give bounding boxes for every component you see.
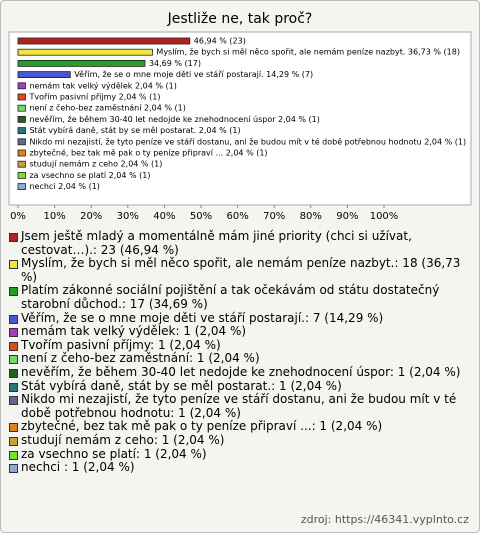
legend-label: Jsem ještě mladý a momentálně mám jiné p…: [21, 229, 412, 257]
x-tick-label: 10%: [43, 211, 65, 222]
legend-label: Nikdo mi nezajistí, že tyto peníze ve st…: [21, 392, 457, 420]
value-label: Nikdo mi nezajistí, že tyto peníze ve st…: [29, 136, 466, 146]
x-tick-label: 40%: [153, 211, 175, 222]
legend-item: Myslím, že bych si měl něco spořit, ale …: [9, 256, 471, 284]
bar: [17, 71, 71, 78]
value-label: Stát vybírá daně, stát by se měl postara…: [29, 126, 240, 135]
legend-swatch: [9, 260, 18, 270]
legend-label: není z čeho-bez zaměstnání: 1 (2,04 %): [21, 351, 260, 366]
legend-label: Věřím, že se o mne moje děti ve stáří po…: [21, 310, 384, 325]
legend-swatch: [9, 450, 18, 460]
legend-label: studují nemám z ceho: 1 (2,04 %): [21, 432, 225, 447]
bar: [17, 104, 26, 112]
bar: [17, 127, 26, 134]
x-tick-label: 80%: [300, 211, 322, 222]
legend-label: Myslím, že bych si měl něco spořit, ale …: [21, 256, 461, 284]
legend-swatch: [9, 436, 18, 446]
legend-swatch: [9, 464, 18, 474]
legend-swatch: [9, 341, 18, 351]
legend-swatch: [9, 355, 18, 365]
value-label: studují nemám z ceho 2,04 % (1): [29, 160, 162, 169]
bar: [17, 149, 26, 157]
legend-item: nechci : 1 (2,04 %): [9, 460, 471, 475]
x-tick-label: 90%: [336, 211, 358, 222]
legend-swatch: [9, 233, 18, 242]
value-label: 46,94 % (23): [194, 37, 246, 46]
value-label: 34,69 % (17): [149, 59, 201, 68]
chart: Jestliže ne, tak proč? 0% 10% 20% 30% 40% 50%…: [8, 11, 472, 222]
value-label: není z čeho-bez zaměstnání 2,04 % (1): [29, 103, 185, 113]
x-tick-label: 60%: [226, 211, 248, 222]
bar: [17, 93, 26, 101]
legend-label: Platím zákonné sociální pojištění a tak …: [21, 283, 440, 311]
legend-item: není z čeho-bez zaměstnání: 1 (2,04 %): [9, 352, 471, 366]
legend-item: Nikdo mi nezajistí, že tyto peníze ve st…: [9, 392, 471, 420]
legend-swatch: [9, 328, 18, 338]
bar: [17, 160, 26, 168]
bar: [17, 82, 26, 90]
bar: [17, 37, 191, 45]
legend-item: nemám tak velký výdělek: 1 (2,04 %): [9, 324, 471, 339]
bar: [17, 138, 26, 146]
x-tick-label: 30%: [117, 211, 139, 222]
legend-swatch: [9, 382, 18, 392]
value-label: Tvořím pasivní příjmy 2,04 % (1): [28, 93, 160, 102]
legend-item: zbytečné, bez tak mě pak o ty peníze při…: [9, 420, 471, 434]
legend-item: Tvořím pasivní příjmy: 1 (2,04 %): [9, 337, 471, 353]
legend-item: za vsechno se platí: 1 (2,04 %): [9, 446, 471, 462]
value-label: za vsechno se platí 2,04 % (1): [29, 171, 150, 180]
value-label: nechci 2,04 % (1): [29, 182, 99, 191]
legend-label: zbytečné, bez tak mě pak o ty peníze při…: [21, 419, 383, 434]
legend-label: nemám tak velký výdělek: 1 (2,04 %): [21, 324, 247, 339]
legend-item: Věřím, že se o mne moje děti ve stáří po…: [9, 310, 471, 326]
chart-title: Jestliže ne, tak proč?: [167, 11, 313, 27]
legend-item: Stát vybírá daně, stát by se měl postara…: [9, 378, 471, 394]
value-label: nemám tak velký výdělek 2,04 % (1): [29, 81, 176, 90]
value-label: nevěřím, že během 30-40 let nedojde ke z…: [29, 115, 319, 124]
bar: [17, 183, 26, 191]
legend-swatch: [9, 396, 18, 406]
legend-item: nevěřím, že během 30-40 let nedojde ke z…: [9, 364, 471, 380]
legend-item: Jsem ještě mladý a momentálně mám jiné p…: [9, 229, 471, 257]
bar: [17, 48, 153, 56]
bar: [17, 171, 26, 179]
value-label: zbytečné, bez tak mě pak o ty peníze při…: [29, 148, 267, 158]
legend-swatch: [9, 314, 18, 324]
legend-label: za vsechno se platí: 1 (2,04 %): [21, 446, 207, 461]
legend-label: Tvořím pasivní příjmy: 1 (2,04 %): [21, 337, 221, 352]
legend-label: Stát vybírá daně, stát by se měl postara…: [21, 378, 342, 393]
value-label: Věřím, že se o mne moje děti ve stáří po…: [74, 70, 313, 79]
x-tick-label: 0%: [10, 211, 26, 222]
legend: Jsem ještě mladý a momentálně mám jiné p…: [9, 229, 471, 475]
bar: [17, 116, 26, 123]
x-tick-label: 20%: [80, 211, 102, 222]
x-tick-label: 100%: [370, 211, 399, 222]
legend-label: nevěřím, že během 30-40 let nedojde ke z…: [21, 364, 461, 379]
legend-swatch: [9, 368, 18, 378]
x-tick-label: 50%: [190, 211, 212, 222]
legend-swatch: [9, 423, 18, 433]
x-tick-label: 70%: [263, 211, 285, 222]
bar: [17, 60, 146, 67]
legend-label: nechci : 1 (2,04 %): [21, 460, 135, 475]
legend-swatch: [9, 287, 18, 297]
legend-item: Platím zákonné sociální pojištění a tak …: [9, 284, 471, 311]
legend-item: studují nemám z ceho: 1 (2,04 %): [9, 432, 471, 448]
value-label: Myslím, že bych si měl něco spořit, ale …: [156, 48, 460, 57]
source: zdroj: https://46341.vyplnto.cz: [300, 513, 469, 526]
